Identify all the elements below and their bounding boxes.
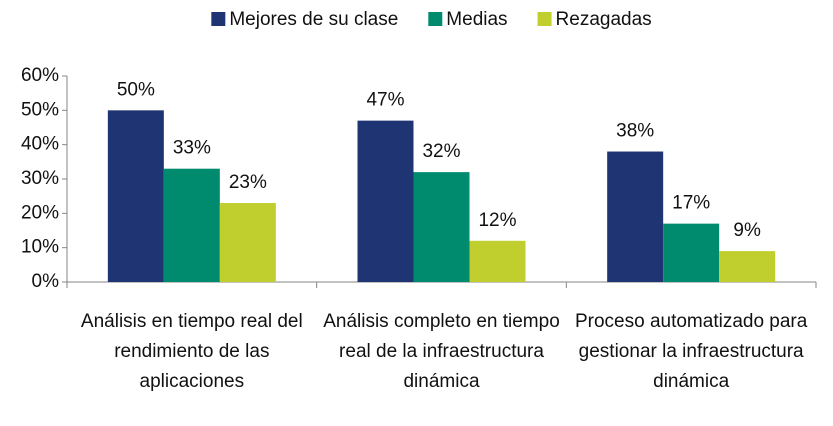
legend-swatch	[428, 12, 443, 26]
legend-label: Mejores de su clase	[229, 9, 398, 30]
legend-swatch	[211, 12, 226, 26]
bar	[469, 240, 526, 282]
value-label: 38%	[616, 121, 654, 142]
bar	[663, 223, 720, 282]
value-label: 47%	[366, 90, 404, 111]
bar	[219, 203, 276, 282]
legend-swatch	[537, 12, 552, 26]
bar	[357, 120, 414, 282]
bar	[413, 172, 470, 282]
value-label: 23%	[229, 172, 267, 193]
y-tick-label: 20%	[21, 202, 59, 223]
y-tick-label: 0%	[32, 271, 60, 292]
bar	[107, 110, 164, 282]
value-label: 17%	[672, 193, 710, 214]
x-tick-label: Análisis en tiempo real del rendimiento …	[80, 311, 303, 392]
y-tick-label: 10%	[21, 237, 59, 258]
value-label: 32%	[422, 141, 460, 162]
legend-label: Medias	[446, 9, 507, 30]
value-label: 12%	[478, 210, 516, 231]
value-label: 50%	[117, 79, 155, 100]
value-label: 9%	[733, 220, 761, 241]
y-tick-label: 50%	[21, 99, 59, 120]
legend-label: Rezagadas	[556, 9, 652, 30]
bar	[163, 168, 220, 282]
bar	[719, 251, 776, 282]
x-tick-label: Análisis completo en tiempo real de la i…	[323, 311, 560, 392]
x-tick-label: Proceso automatizado para gestionar la i…	[574, 311, 808, 392]
bar	[607, 151, 664, 282]
value-label: 33%	[173, 138, 211, 159]
y-tick-label: 30%	[21, 168, 59, 189]
y-tick-label: 60%	[21, 65, 59, 86]
y-tick-label: 40%	[21, 134, 59, 155]
